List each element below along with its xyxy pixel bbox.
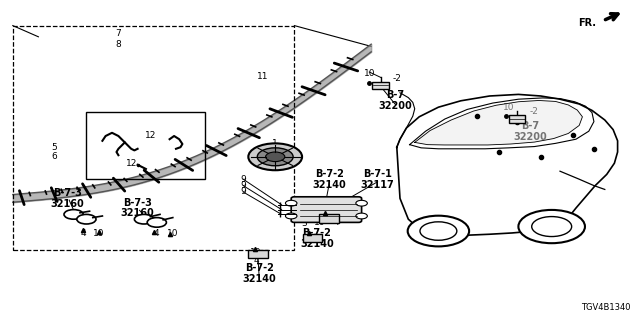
Text: B-7
32200: B-7 32200 <box>379 90 412 111</box>
Circle shape <box>64 210 83 219</box>
FancyBboxPatch shape <box>303 234 322 242</box>
Text: 12: 12 <box>125 159 137 168</box>
Text: 4: 4 <box>154 229 159 238</box>
Circle shape <box>257 148 293 166</box>
Text: 10: 10 <box>314 218 326 227</box>
Text: 9: 9 <box>241 175 246 184</box>
Text: B-7
32200: B-7 32200 <box>513 121 547 141</box>
Text: -2: -2 <box>530 107 539 116</box>
Circle shape <box>147 218 166 227</box>
Text: TGV4B1340: TGV4B1340 <box>581 303 630 312</box>
Circle shape <box>77 214 96 224</box>
Text: 10: 10 <box>250 248 262 257</box>
Text: 12: 12 <box>145 132 156 140</box>
Circle shape <box>134 214 154 224</box>
Text: 8: 8 <box>116 40 121 49</box>
Text: B-7-2
32140: B-7-2 32140 <box>243 263 276 284</box>
Circle shape <box>518 210 585 243</box>
Text: B-7-3
32160: B-7-3 32160 <box>51 188 84 209</box>
Text: 7: 7 <box>116 29 121 38</box>
FancyBboxPatch shape <box>248 250 268 258</box>
Circle shape <box>356 200 367 206</box>
Text: B-7-1
32117: B-7-1 32117 <box>361 169 394 189</box>
Text: 4: 4 <box>253 256 259 265</box>
Text: 4: 4 <box>81 229 86 238</box>
FancyBboxPatch shape <box>372 82 389 89</box>
Text: B-7-2
32140: B-7-2 32140 <box>300 228 333 249</box>
Text: B-7-3
32160: B-7-3 32160 <box>121 197 154 218</box>
Polygon shape <box>397 94 618 235</box>
Circle shape <box>285 213 297 219</box>
Circle shape <box>285 200 297 206</box>
Text: 3: 3 <box>301 220 307 228</box>
Text: 11: 11 <box>257 72 268 81</box>
FancyBboxPatch shape <box>509 115 525 123</box>
Text: 9: 9 <box>241 188 246 196</box>
Text: 4: 4 <box>333 218 339 227</box>
Text: 10: 10 <box>93 229 105 238</box>
Text: B-7-2
32140: B-7-2 32140 <box>313 169 346 189</box>
Text: FR.: FR. <box>579 18 596 28</box>
Text: 1: 1 <box>273 140 278 148</box>
Text: 10: 10 <box>503 103 515 112</box>
FancyBboxPatch shape <box>319 214 339 223</box>
Polygon shape <box>415 100 582 145</box>
Text: 6: 6 <box>52 152 57 161</box>
Circle shape <box>248 143 302 170</box>
Circle shape <box>356 213 367 219</box>
Text: 10: 10 <box>167 229 179 238</box>
Text: -2: -2 <box>392 74 401 83</box>
Text: 10: 10 <box>364 69 375 78</box>
Circle shape <box>408 216 469 246</box>
FancyBboxPatch shape <box>291 197 362 222</box>
Circle shape <box>266 152 285 162</box>
Text: 5: 5 <box>52 143 57 152</box>
Text: 9: 9 <box>241 181 246 190</box>
